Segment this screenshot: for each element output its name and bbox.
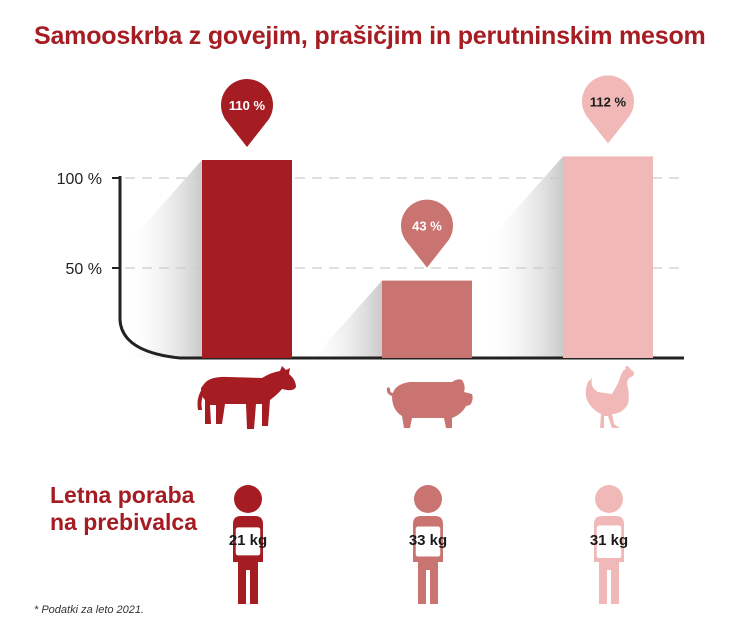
value-label: 112 % — [590, 94, 627, 109]
y-axis-line — [118, 176, 684, 360]
bar-chart: 100 % 50 % 110 % 43 % 112 % — [57, 75, 684, 429]
pork-consumption-figure: 33 kg — [396, 484, 460, 608]
value-label: 110 % — [229, 98, 266, 113]
value-pin: 43 % — [401, 199, 453, 268]
pig-icon — [386, 379, 473, 428]
person-icon — [413, 485, 443, 604]
bar — [563, 156, 653, 358]
consumption-heading: Letna poraba na prebivalca — [50, 482, 230, 536]
value-pin: 112 % — [582, 75, 634, 144]
y-tick-label: 100 % — [57, 171, 102, 188]
bar-shadow — [483, 156, 563, 358]
beef-consumption-figure: 21 kg — [216, 484, 280, 608]
value-pin: 110 % — [221, 79, 273, 147]
poultry-consumption-value: 31 kg — [589, 532, 629, 549]
pork-consumption-value: 33 kg — [408, 532, 448, 549]
poultry-consumption-figure: 31 kg — [577, 484, 641, 608]
person-icon — [233, 485, 263, 604]
footnote: * Podatki za leto 2021. — [34, 604, 145, 616]
chart-title: Samooskrba z govejim, prašičjim in perut… — [34, 22, 706, 50]
value-label: 43 % — [412, 219, 442, 234]
bar-shadow — [122, 160, 202, 358]
bar-shadow — [302, 280, 382, 371]
consumption-heading-line1: Letna poraba — [50, 482, 195, 508]
bar — [202, 160, 292, 358]
cow-icon — [197, 366, 296, 429]
beef-consumption-value: 21 kg — [228, 532, 268, 549]
y-tick-label: 50 % — [66, 261, 102, 278]
bar — [382, 280, 472, 358]
consumption-heading-line2: na prebivalca — [50, 509, 198, 535]
chicken-icon — [585, 366, 635, 428]
person-icon — [594, 485, 624, 604]
